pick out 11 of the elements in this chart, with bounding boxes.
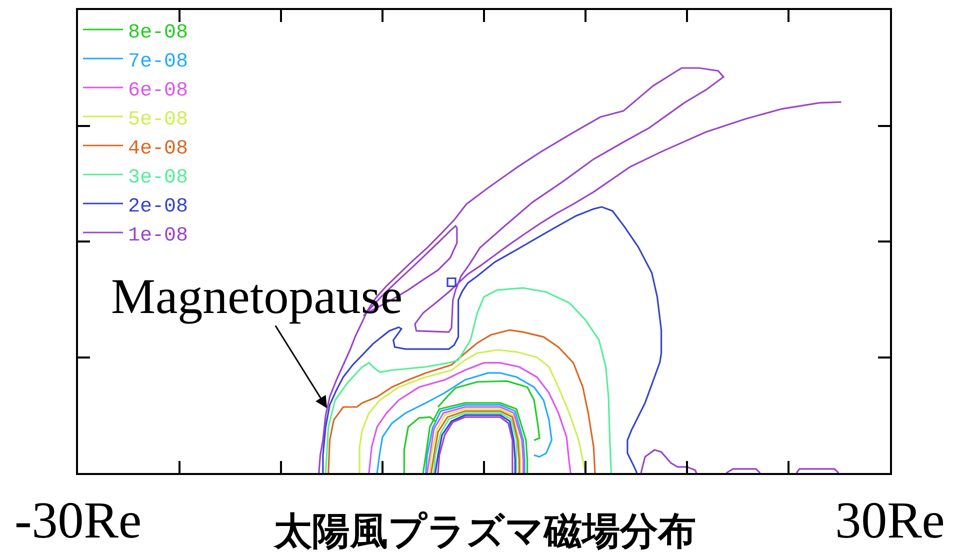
legend-label: 1e-08 <box>128 224 188 248</box>
legend-label: 7e-08 <box>128 50 188 74</box>
legend-label: 8e-08 <box>128 21 188 44</box>
legend-label: 2e-08 <box>128 195 188 218</box>
x-tick-label: 30Re <box>835 492 945 550</box>
x-tick-label: -30Re <box>14 492 142 550</box>
x-axis-title: 太陽風プラズマ磁場分布 <box>273 509 696 553</box>
legend-label: 6e-08 <box>128 79 188 102</box>
legend-label: 5e-08 <box>128 108 188 132</box>
legend-label: 4e-08 <box>128 137 188 160</box>
legend-label: 3e-08 <box>128 166 188 190</box>
